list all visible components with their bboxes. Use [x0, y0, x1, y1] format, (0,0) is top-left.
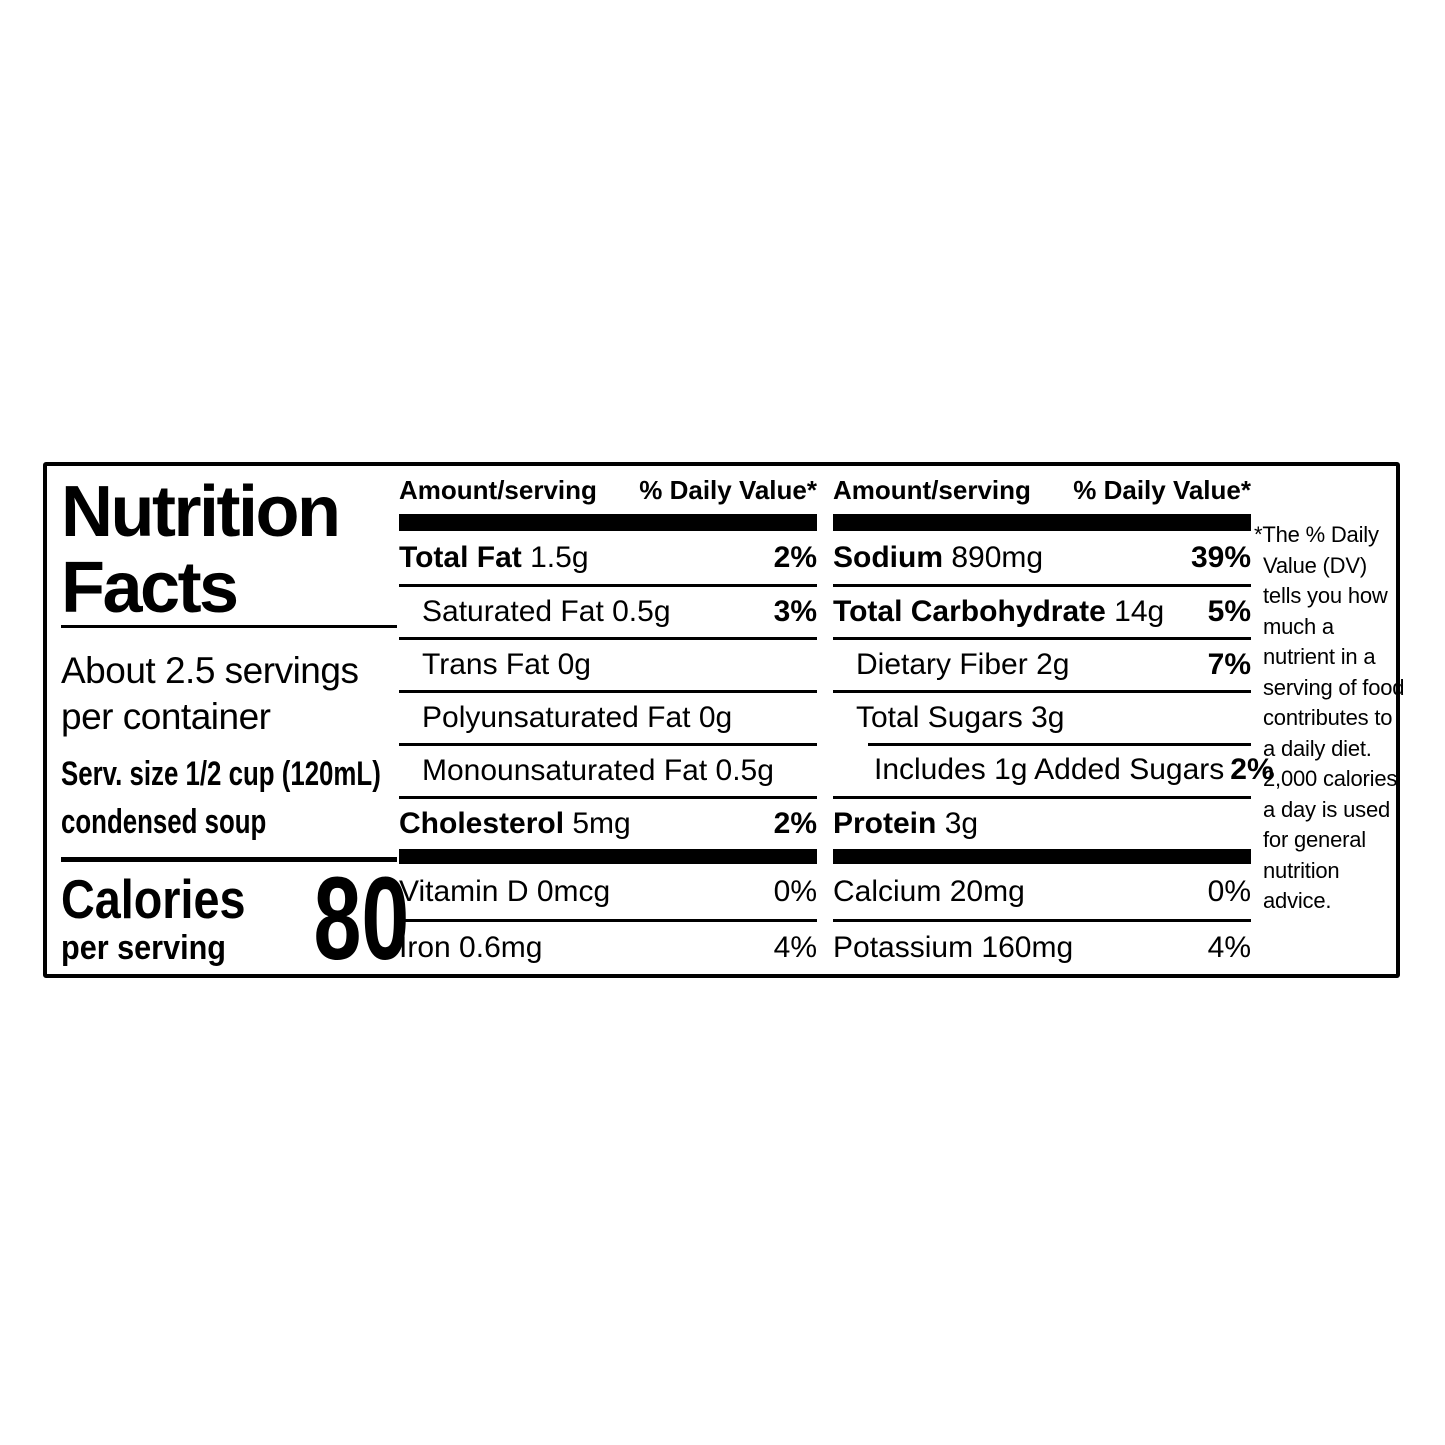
- nutrient-column-sodium-carbs: Amount/serving % Daily Value* Sodium 890…: [833, 466, 1274, 974]
- servings-per-container: About 2.5 servings per container: [61, 650, 359, 737]
- calories-labels: Calories per serving: [61, 868, 278, 967]
- nutrient-name: Cholesterol: [399, 807, 565, 840]
- nutrient-amount: 0g: [557, 648, 591, 681]
- nutrient-name: Monounsaturated Fat: [422, 754, 708, 787]
- nutrient-name: Includes 1g Added Sugars: [874, 752, 1225, 786]
- row-iron: Iron 0.6mg 4%: [399, 919, 817, 973]
- nutrient-daily-value: 39%: [1190, 540, 1251, 574]
- row-potassium: Potassium 160mg 4%: [833, 919, 1251, 973]
- nutrient-name: Dietary Fiber: [856, 648, 1028, 681]
- nutrient-name: Vitamin D: [399, 874, 529, 908]
- nutrient-daily-value: 4%: [1207, 930, 1251, 964]
- column-header-row: Amount/serving % Daily Value*: [833, 466, 1251, 514]
- nutrient-amount: 0g: [698, 701, 733, 734]
- thick-divider-bar: [833, 849, 1251, 864]
- serving-size-line2: condensed soup: [61, 803, 267, 841]
- serving-size: Serv. size 1/2 cup (120mL) condensed sou…: [61, 750, 381, 846]
- nutrient-amount: 3g: [1031, 701, 1065, 734]
- nutrient-amount: 0mcg: [536, 874, 611, 908]
- calories-divider: [61, 857, 397, 862]
- row-total-fat: Total Fat 1.5g 2%: [399, 531, 817, 584]
- row-added-sugars: Includes 1g Added Sugars 2%: [833, 743, 1274, 796]
- nutrient-name: Total Sugars: [856, 701, 1023, 734]
- nutrient-amount: 20mg: [949, 874, 1025, 908]
- column-header-row: Amount/serving % Daily Value*: [399, 466, 817, 514]
- calories-per-serving-label: per serving: [61, 929, 226, 967]
- title-divider: [61, 625, 397, 628]
- nutrient-name: Sodium: [833, 540, 943, 574]
- row-total-carbohydrate: Total Carbohydrate 14g 5%: [833, 584, 1251, 637]
- nutrient-amount: 2g: [1036, 648, 1070, 681]
- thick-divider-bar: [399, 849, 817, 864]
- nutrient-daily-value: 2%: [773, 540, 817, 574]
- label-left-column: Nutrition Facts About 2.5 servings per c…: [61, 466, 409, 978]
- nutrient-name: Polyunsaturated Fat: [422, 701, 691, 734]
- row-saturated-fat: Saturated Fat 0.5g 3%: [399, 584, 817, 637]
- nutrient-amount: 160mg: [981, 930, 1074, 964]
- calories-label: Calories: [61, 868, 246, 930]
- nutrient-name: Total Fat: [399, 540, 522, 574]
- nutrient-amount: 3g: [944, 807, 979, 840]
- nutrient-name: Calcium: [833, 874, 942, 908]
- nutrient-amount: 1.5g: [530, 540, 589, 574]
- nutrient-daily-value: 7%: [1207, 648, 1251, 681]
- row-calcium: Calcium 20mg 0%: [833, 864, 1251, 919]
- nutrient-name: Potassium: [833, 930, 974, 964]
- nutrient-daily-value: 5%: [1207, 595, 1251, 628]
- row-dietary-fiber: Dietary Fiber 2g 7%: [833, 637, 1251, 690]
- label-title: Nutrition Facts: [61, 472, 341, 628]
- nutrient-daily-value: 0%: [1207, 874, 1251, 908]
- calories-value: 80: [313, 853, 410, 985]
- row-monounsaturated-fat: Monounsaturated Fat 0.5g: [399, 743, 817, 796]
- nutrient-name: Iron: [399, 930, 451, 964]
- row-cholesterol: Cholesterol 5mg 2%: [399, 796, 817, 849]
- nutrient-amount: 0.5g: [715, 754, 774, 787]
- nutrient-name: Saturated Fat: [422, 595, 604, 628]
- nutrient-daily-value: 2%: [773, 807, 817, 840]
- nutrient-column-fats: Amount/serving % Daily Value* Total Fat …: [399, 466, 817, 974]
- daily-value-header: % Daily Value*: [639, 474, 817, 505]
- nutrient-amount: 0.5g: [612, 595, 671, 628]
- thick-divider-bar: [833, 514, 1251, 531]
- nutrient-daily-value: 2%: [1230, 752, 1274, 786]
- nutrient-daily-value: 3%: [773, 595, 817, 628]
- nutrient-daily-value: 4%: [773, 930, 817, 964]
- nutrient-amount: 0.6mg: [459, 930, 543, 964]
- nutrient-amount: 5mg: [572, 807, 631, 840]
- serving-size-line1: Serv. size 1/2 cup (120mL): [61, 755, 381, 793]
- row-total-sugars: Total Sugars 3g: [833, 690, 1251, 743]
- nutrient-name: Protein: [833, 807, 937, 840]
- nutrition-facts-label: Nutrition Facts About 2.5 servings per c…: [43, 462, 1405, 978]
- daily-value-header: % Daily Value*: [1073, 474, 1251, 505]
- nutrient-daily-value: 0%: [773, 874, 817, 908]
- row-trans-fat: Trans Fat 0g: [399, 637, 817, 690]
- nutrient-name: Total Carbohydrate: [833, 595, 1106, 628]
- daily-value-footnote: *The % Daily Value (DV) tells you how mu…: [1254, 522, 1405, 913]
- nutrient-name: Trans Fat: [422, 648, 550, 681]
- thick-divider-bar: [399, 514, 817, 531]
- row-polyunsaturated-fat: Polyunsaturated Fat 0g: [399, 690, 817, 743]
- row-protein: Protein 3g: [833, 796, 1251, 849]
- row-sodium: Sodium 890mg 39%: [833, 531, 1251, 584]
- nutrient-amount: 890mg: [951, 540, 1044, 574]
- calories-block: Calories per serving 80: [61, 860, 409, 978]
- row-vitamin-d: Vitamin D 0mcg 0%: [399, 864, 817, 919]
- amount-serving-header: Amount/serving: [399, 474, 597, 505]
- nutrient-amount: 14g: [1114, 595, 1165, 628]
- amount-serving-header: Amount/serving: [833, 474, 1031, 505]
